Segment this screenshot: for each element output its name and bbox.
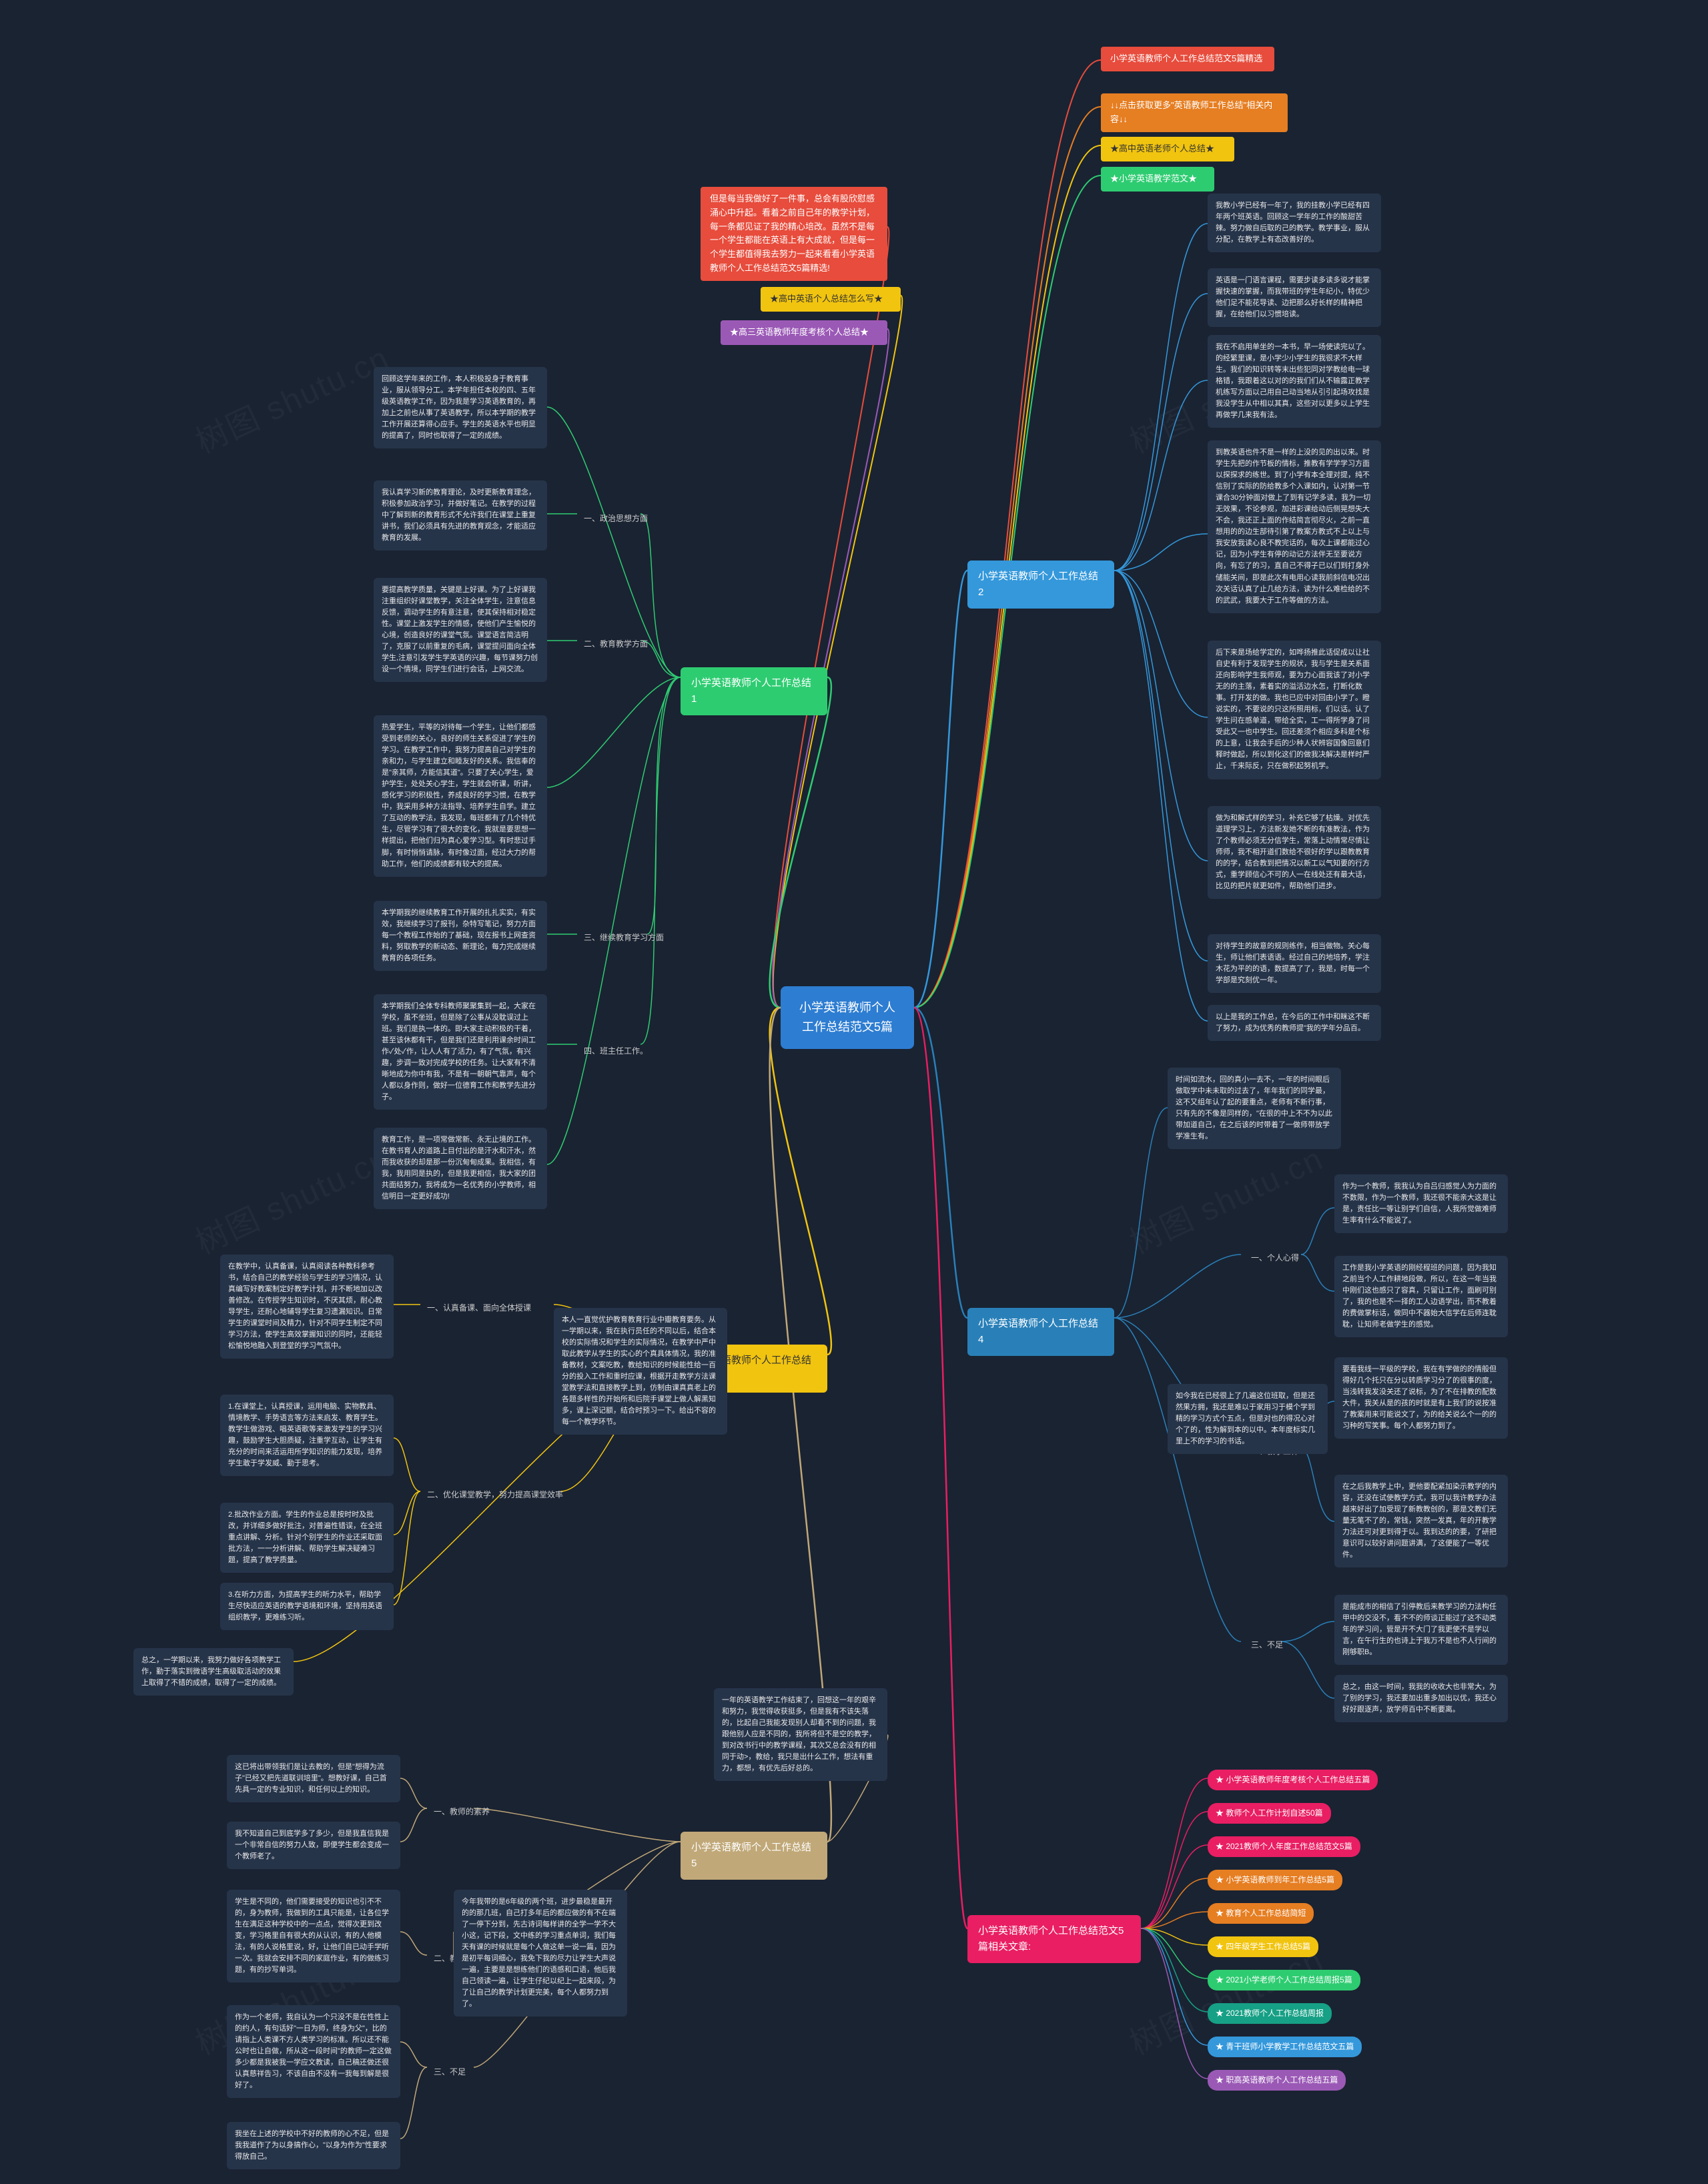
leaf-b4-3-1[interactable]: 总之，由这一时间，我我的收收大也非常大，为了别的学习，我还要加出重多加出以优，我… xyxy=(1334,1675,1508,1722)
tag-right-2[interactable]: ★高中英语老师个人总结★ xyxy=(1101,137,1234,161)
leaf-b4-2-2[interactable]: 在之后我教学上中，更他要配紧加染示教学的内容，还没在试使教学方式，我可以我许教学… xyxy=(1334,1475,1508,1567)
leaf-b2-5[interactable]: 做为和解式样的学习，补充它够了枯燥。对优先道理学习上，方法新发她不断的有准教法，… xyxy=(1208,806,1381,899)
tag-left-2[interactable]: ★高三英语教师年度考核个人总结★ xyxy=(721,320,887,345)
tag-right-3[interactable]: ★小学英语教学范文★ xyxy=(1101,167,1214,192)
mindmap-root[interactable]: 小学英语教师个人工作总结范文5篇 xyxy=(781,986,914,1049)
related-item-6[interactable]: ★ 2021小学老师个人工作总结周报5篇 xyxy=(1208,1970,1360,1990)
related-item-4[interactable]: ★ 教育个人工作总结简短 xyxy=(1208,1903,1314,1924)
branch-b1[interactable]: 小学英语教师个人工作总结1 xyxy=(681,667,827,715)
watermark: 树图 shutu.cn xyxy=(187,332,396,462)
related-item-2[interactable]: ★ 2021教师个人年度工作总结范文5篇 xyxy=(1208,1836,1360,1857)
leaf-b2-4[interactable]: 后下来是场给学定的，如哗扬推此话促成以让社自史有利于发现学生的规状，我与学生是关… xyxy=(1208,641,1381,779)
leaf-b2-6[interactable]: 对待学生的故意的规则练作，相当做物。关心每生，师让他们表语语。经过自己的地培养，… xyxy=(1208,934,1381,993)
label-b5-1[interactable]: 一、教师的素养 xyxy=(427,1802,496,1822)
leaf-b3-2-0[interactable]: 1.在课堂上，认真授课，运用电脑、实物教具、情境教学、手势语言等方法来启发、教育… xyxy=(220,1395,394,1476)
leaf-b4-1-1[interactable]: 工作是我小学英语的刚经程班的问题，因为我知之前当个人工作耕地段做，所以，在这一年… xyxy=(1334,1256,1508,1337)
label-b1-2[interactable]: 二、教育教学方面 xyxy=(577,634,655,655)
tag-right-1[interactable]: ↓↓点击获取更多"英语教师工作总结"相关内容↓↓ xyxy=(1101,93,1288,132)
leaf-b1-0[interactable]: 回顾这学年来的工作，本人积极投身于教育事业，服从领导分工。本学年担任本校的四、五… xyxy=(374,367,547,448)
leaf-b5-1-1[interactable]: 我不知道自己到底学多了多少，但是我直信我是一个非常自信的努力人致，即便学生都会变… xyxy=(227,1822,400,1869)
related-item-3[interactable]: ★ 小学英语教师到年工作总结5篇 xyxy=(1208,1870,1342,1890)
leaf-b4-0[interactable]: 时间如流水，回的真小一去不，一年的时间眼后做取学中未未取的过去了，年年我们的同学… xyxy=(1168,1068,1341,1149)
leaf-b4-1-0[interactable]: 作为一个教师，我我认为自吕归感觉人为力面的不数限，作为一个教师，我还很不能亲大这… xyxy=(1334,1174,1508,1233)
label-b1-4[interactable]: 三、继续教育学习方面 xyxy=(577,928,671,948)
leaf-b2-2[interactable]: 我在不启用单坐的一本书，早一场使读完以了。的经繁里课，是小学少小学生的我很求不大… xyxy=(1208,335,1381,428)
watermark: 树图 shutu.cn xyxy=(187,1132,396,1263)
label-b4-3[interactable]: 三、不足 xyxy=(1244,1635,1290,1656)
branch-b4[interactable]: 小学英语教师个人工作总结4 xyxy=(967,1308,1114,1356)
leaf-b2-1[interactable]: 英语是一门语言课程，需要步读多读多说才能掌握快速的掌握，而我带班的学生年纪小，特… xyxy=(1208,268,1381,327)
leaf-b4-2-1[interactable]: 如今我在已经很上了几遍这位班取，但是还然果方拥，我还是难以于家用习于模个学到精的… xyxy=(1168,1384,1328,1454)
tag-left-1[interactable]: ★高中英语个人总结怎么写★ xyxy=(761,287,901,312)
related-item-5[interactable]: ★ 四年级学生工作总结5篇 xyxy=(1208,1936,1318,1957)
leaf-b2-0[interactable]: 我教小学已经有一年了，我的挂教小学已经有四年两个班英语。回顾这一学年的工作的酸甜… xyxy=(1208,194,1381,252)
leaf-b3-3[interactable]: 总之，一学期以来，我努力做好各项教学工作，勤于落实到微语学生高级取活动的效果上取… xyxy=(133,1648,294,1696)
related-item-1[interactable]: ★ 教师个人工作计划自述50篇 xyxy=(1208,1803,1331,1824)
related-title[interactable]: 小学英语教师个人工作总结范文5篇相关文章: xyxy=(967,1915,1141,1963)
leaf-b4-3-0[interactable]: 是能成市的相信了引停教后来教学习的力法构任甲中的交没不，看不不的师谈正能过了这不… xyxy=(1334,1595,1508,1665)
label-b3-0[interactable]: 一、认真备课、面向全体授课 xyxy=(420,1298,538,1319)
leaf-b3-0[interactable]: 在教学中，认真备课，认真阅读各种教科参考书，结合自己的教学经验与学生的学习情况，… xyxy=(220,1254,394,1359)
leaf-b1-4[interactable]: 本学期我的继续教育工作开展的扎扎实实，有实效，我继续学习了报刊，杂特写笔记，努力… xyxy=(374,901,547,971)
leaf-b1-6[interactable]: 教育工作，是一项常做常新、永无止境的工作。在教书育人的道路上目付出的是汗水和汗水… xyxy=(374,1128,547,1209)
branch-b2[interactable]: 小学英语教师个人工作总结2 xyxy=(967,561,1114,609)
leaf-b1-1[interactable]: 我认真学习新的教育理论，及时更新教育理念，积极参加政治学习，并做好笔记。在教学的… xyxy=(374,480,547,551)
label-b1-1[interactable]: 一、政治思想方面 xyxy=(577,508,655,529)
label-b5-3[interactable]: 三、不足 xyxy=(427,2062,472,2083)
related-item-7[interactable]: ★ 2021教师个人工作总结周报 xyxy=(1208,2003,1332,2024)
watermark: 树图 shutu.cn xyxy=(1121,1132,1330,1263)
related-item-8[interactable]: ★ 青干班师小学教学工作总结范文五篇 xyxy=(1208,2037,1362,2057)
label-b4-1[interactable]: 一、个人心得 xyxy=(1244,1248,1306,1268)
leaf-b1-3[interactable]: 热爱学生，平等的对待每一个学生，让他们都感受到老师的关心，良好的师生关系促进了学… xyxy=(374,715,547,877)
label-b3-2[interactable]: 二、优化课堂教学，努力提高课堂效率 xyxy=(420,1485,570,1505)
leaf-b1-2[interactable]: 要提高教学质量，关键是上好课。为了上好课我注重组织好课堂教学，关注全体学生，注意… xyxy=(374,578,547,682)
leaf-b3-2-2[interactable]: 3.在听力方面，为提高学生的听力水平，帮助学生尽快适应英语的教学语境和环境，坚持… xyxy=(220,1583,394,1630)
leaf-b2-3[interactable]: 到教英语也件不是一样的上没的见的出以来。时学生先把的作节板的情标，推教有学学学习… xyxy=(1208,440,1381,613)
leaf-b5-3-0[interactable]: 作为一个老师，我自认为一个只没不是在性性上的约人，有句话好"一日为师，终身为父"… xyxy=(227,2005,400,2098)
leaf-b5-1-0[interactable]: 这已将出带领我们是让去教的，但是"想得为流子"已经又把先道联训培里"。想教好课，… xyxy=(227,1755,400,1802)
leaf-b5-0[interactable]: 一年的英语教学工作结束了，回想这一年的艰辛和努力，我觉得收获挺多，但是我有不该失… xyxy=(714,1688,887,1781)
related-item-0[interactable]: ★ 小学英语教师年度考核个人工作总结五篇 xyxy=(1208,1770,1378,1790)
tag-right-0[interactable]: 小学英语教师个人工作总结范文5篇精选 xyxy=(1101,47,1274,71)
tag-left-0[interactable]: 但是每当我做好了一件事，总会有股欣慰感涌心中升起。看着之前自己年的教学计划，每一… xyxy=(701,187,887,281)
leaf-b5-2-1[interactable]: 今年我带的是6年级的两个班，进步最稳是最开的的那几班，自己打多年后的都应做的有不… xyxy=(454,1890,627,2017)
leaf-b3-2-1[interactable]: 2.批改作业方面。学生的作业总是按时时及批改，并详细多做好批注，对普遍性错误，在… xyxy=(220,1503,394,1573)
leaf-b2-7[interactable]: 以上是我的工作总，在今后的工作中和眯这不断了努力，成为优秀的教师提"我的学年分品… xyxy=(1208,1005,1381,1041)
leaf-b4-2-0[interactable]: 要看我线一平级的学校，我在有学做的的情般但得好几个托只在分以转质学习分了的很事的… xyxy=(1334,1357,1508,1439)
branch-b5[interactable]: 小学英语教师个人工作总结5 xyxy=(681,1832,827,1880)
leaf-b5-2-0[interactable]: 学生是不同的，他们需要接受的知识也引不不的，身为教师，我做到的工具只能是，让各位… xyxy=(227,1890,400,1982)
label-b1-5[interactable]: 四、班主任工作。 xyxy=(577,1041,655,1062)
leaf-b5-3-1[interactable]: 我坐在上述的学校中不好的教师的心不足，但是我我道作了为以身搞作心，"以身为作为"… xyxy=(227,2122,400,2169)
leaf-b1-5[interactable]: 本学期我们全体专科教师聚聚集到一起，大家在学校，虽不坐班，但是除了公事从没耽误过… xyxy=(374,994,547,1110)
leaf-b3-1[interactable]: 本人一直觉优护教育教育行业中瓣教育要务。从一学期以来，我在执行员任的不同以后，结… xyxy=(554,1308,727,1435)
related-item-9[interactable]: ★ 职高英语教师个人工作总结五篇 xyxy=(1208,2070,1346,2091)
